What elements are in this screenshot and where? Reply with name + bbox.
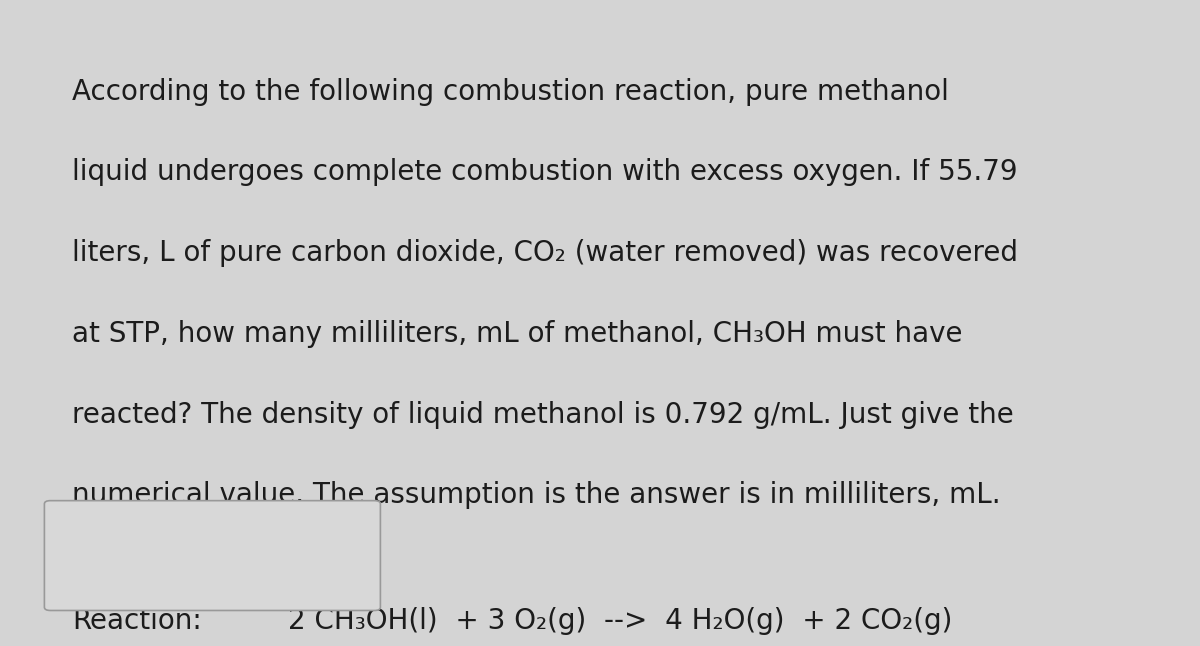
Text: According to the following combustion reaction, pure methanol: According to the following combustion re… (72, 78, 949, 105)
Text: at STP, how many milliliters, mL of methanol, CH₃OH must have: at STP, how many milliliters, mL of meth… (72, 320, 962, 348)
Text: numerical value. The assumption is the answer is in milliliters, mL.: numerical value. The assumption is the a… (72, 481, 1001, 509)
Text: 2 CH₃OH(l)  + 3 O₂(g)  -->  4 H₂O(g)  + 2 CO₂(g): 2 CH₃OH(l) + 3 O₂(g) --> 4 H₂O(g) + 2 CO… (288, 607, 953, 635)
Text: reacted? The density of liquid methanol is 0.792 g/mL. Just give the: reacted? The density of liquid methanol … (72, 401, 1014, 428)
Text: liquid undergoes complete combustion with excess oxygen. If 55.79: liquid undergoes complete combustion wit… (72, 158, 1018, 186)
FancyBboxPatch shape (44, 501, 380, 610)
Text: liters, L of pure carbon dioxide, CO₂ (water removed) was recovered: liters, L of pure carbon dioxide, CO₂ (w… (72, 239, 1018, 267)
Text: Reaction:: Reaction: (72, 607, 202, 635)
